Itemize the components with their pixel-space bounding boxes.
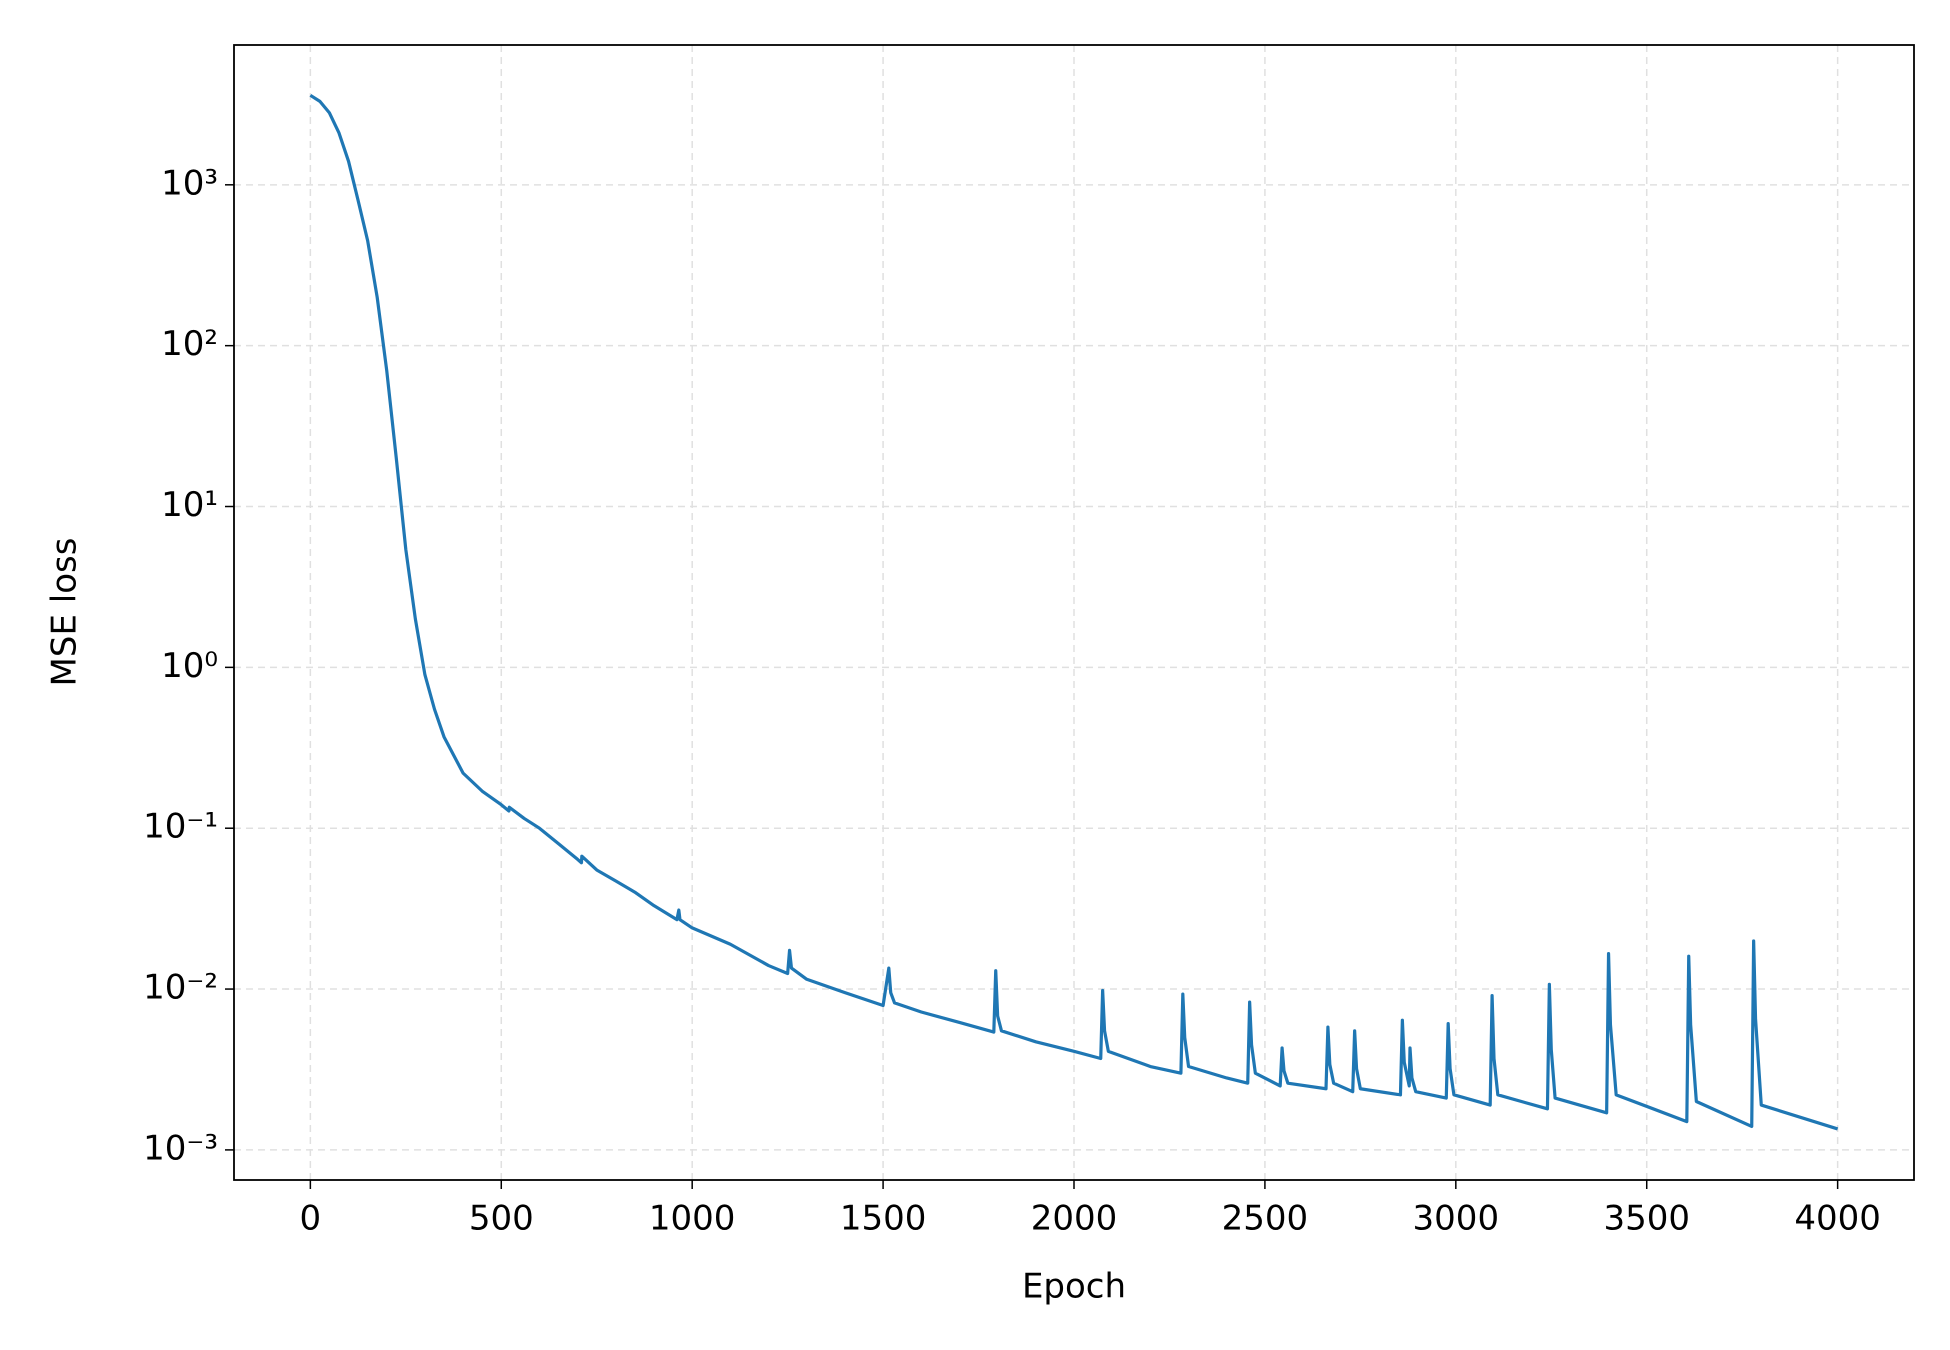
y-tick-label: 10⁻³ [143, 1128, 218, 1168]
y-tick-label: 10⁰ [161, 646, 218, 686]
y-tick-label: 10⁻² [143, 968, 218, 1008]
x-tick-label: 2500 [1222, 1199, 1309, 1239]
x-tick-label: 2000 [1031, 1199, 1118, 1239]
y-tick-label: 10² [161, 324, 218, 364]
x-tick-label: 3000 [1413, 1199, 1500, 1239]
y-tick-label: 10⁻¹ [143, 807, 218, 847]
plot-frame [233, 44, 1915, 1181]
x-tick-label: 1500 [840, 1199, 927, 1239]
x-tick-label: 4000 [1794, 1199, 1881, 1239]
y-axis-label: MSE loss [45, 538, 85, 687]
x-axis-label: Epoch [1022, 1267, 1126, 1307]
x-tick-label: 1000 [649, 1199, 736, 1239]
y-tick-label: 10³ [161, 163, 218, 203]
y-tick-label: 10¹ [161, 485, 218, 525]
x-tick-label: 0 [300, 1199, 322, 1239]
loss-line [309, 93, 1839, 1131]
x-tick-label: 3500 [1603, 1199, 1690, 1239]
x-tick-label: 500 [469, 1199, 534, 1239]
